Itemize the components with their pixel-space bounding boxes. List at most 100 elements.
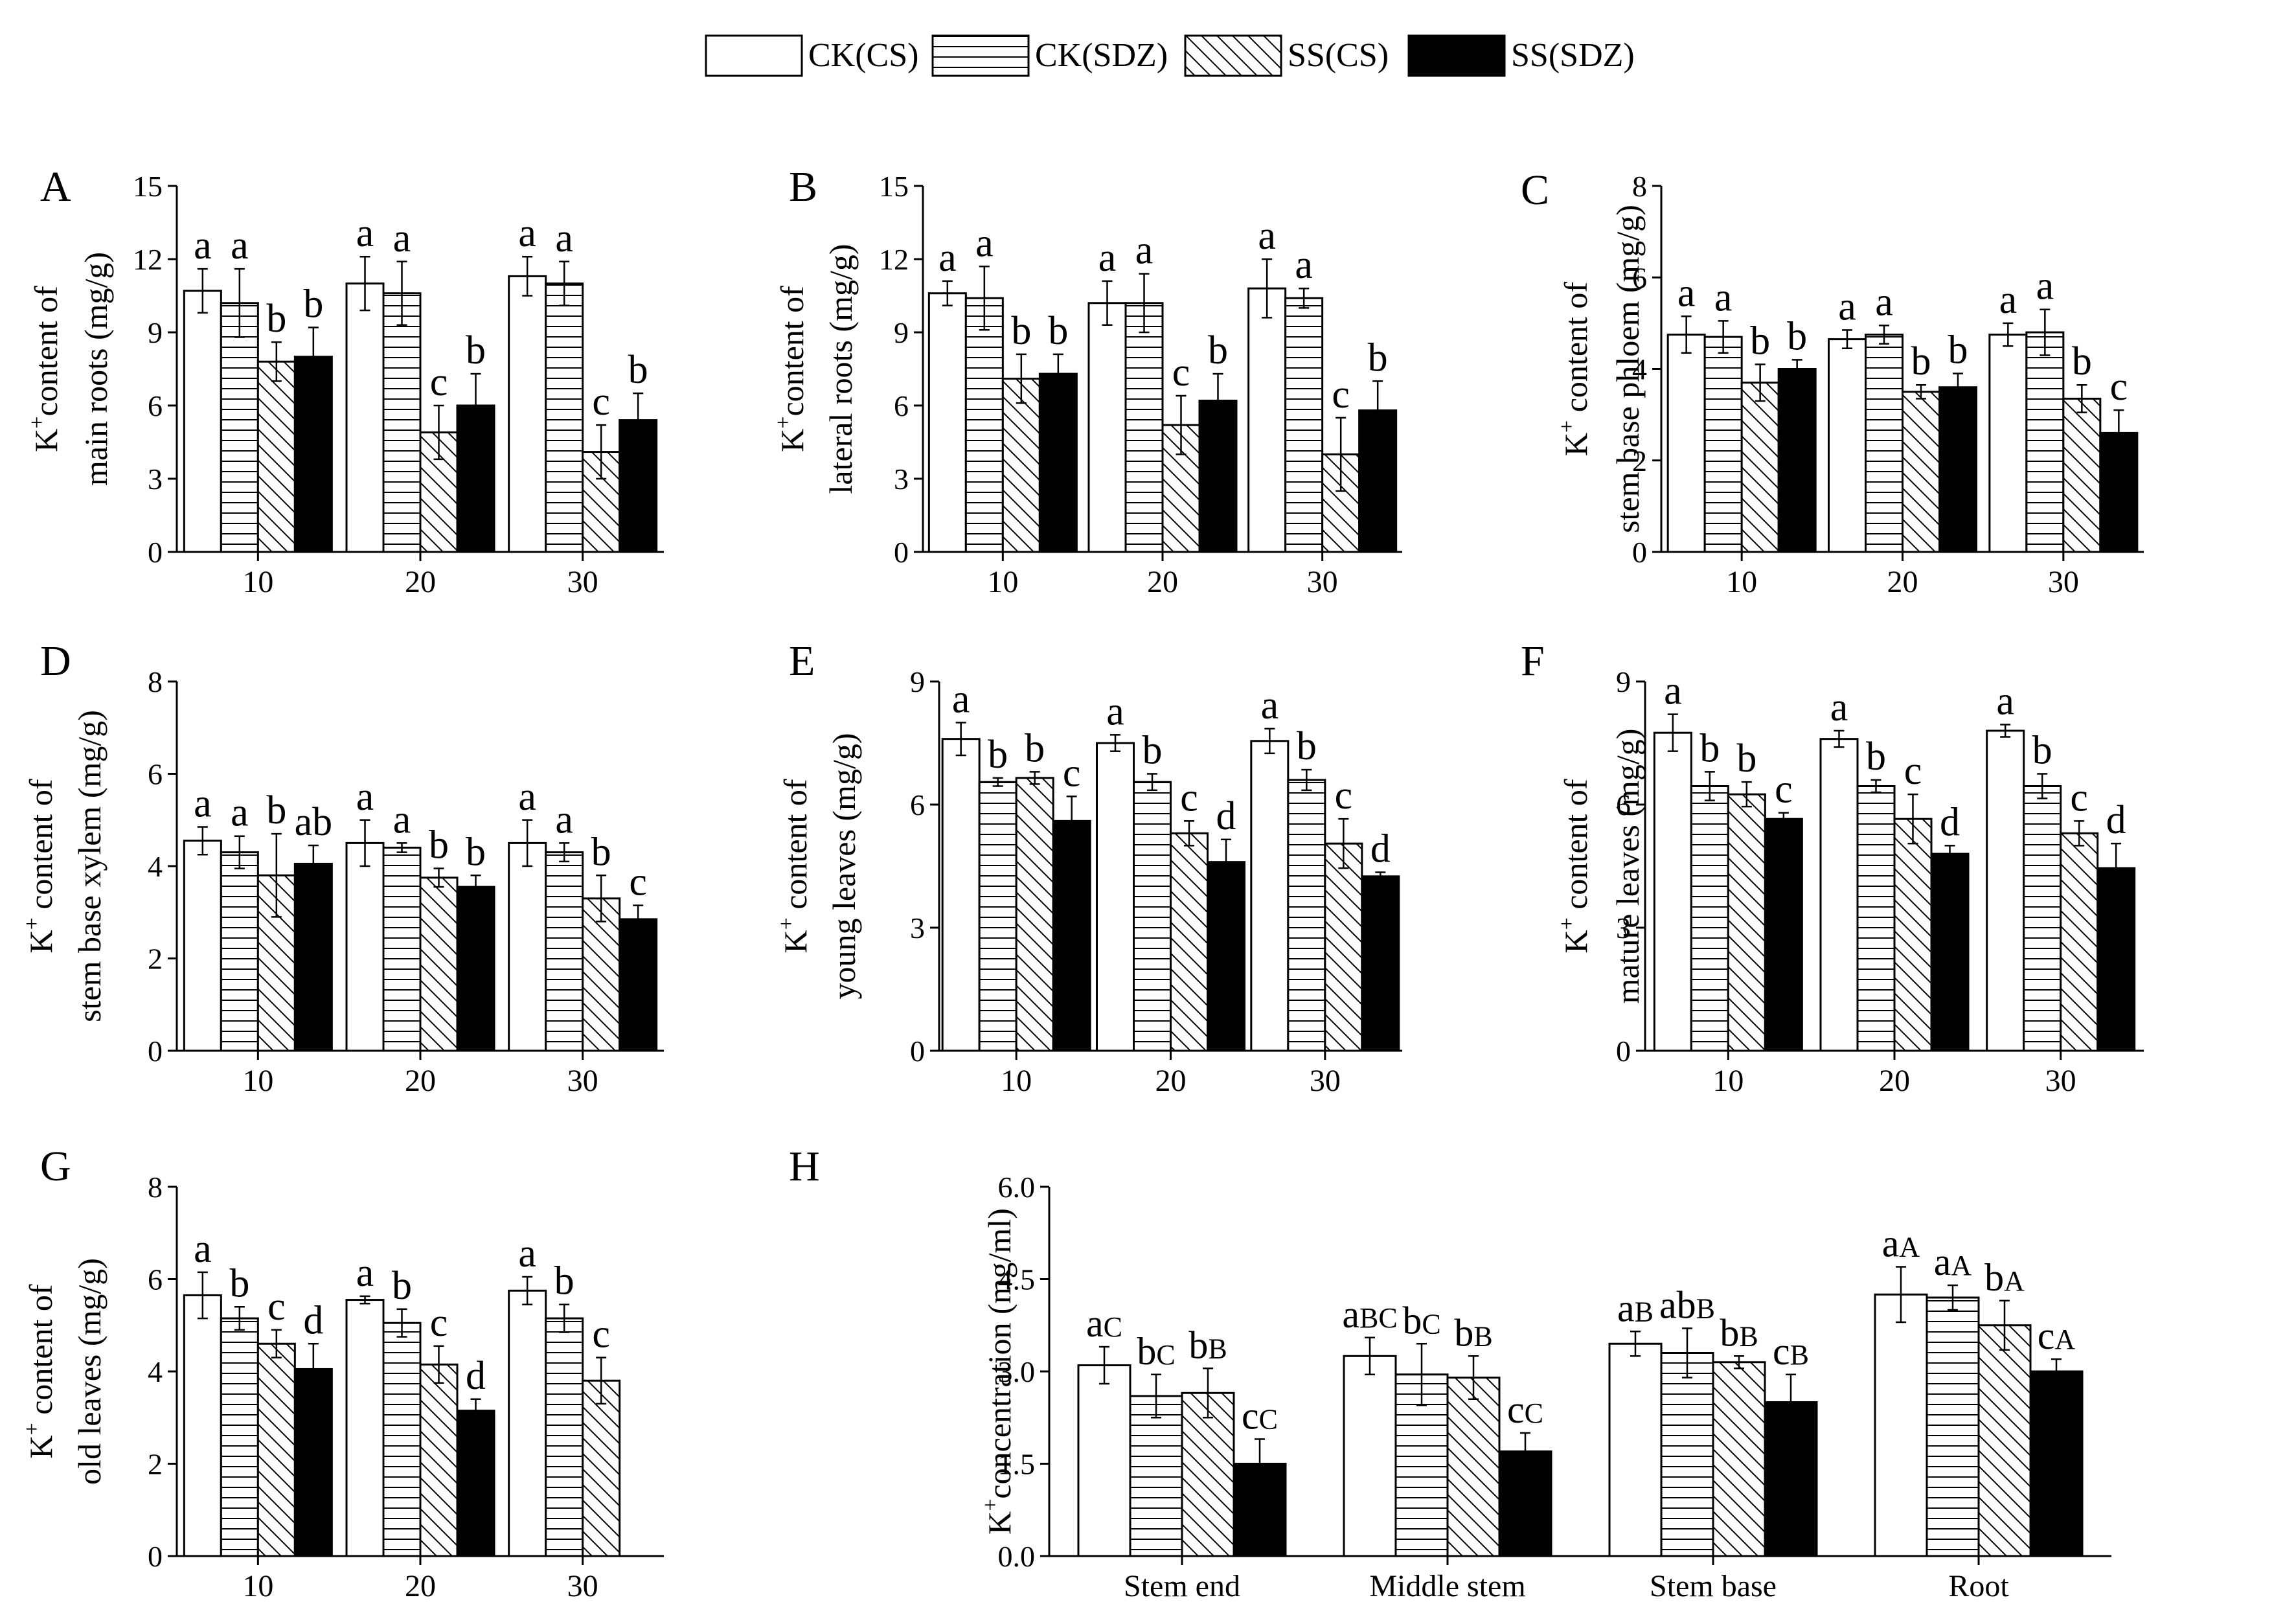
- significance-letter: a: [356, 775, 374, 819]
- legend: CK(CS) CK(SDZ) SS(CS) SS(SDZ): [705, 34, 1635, 77]
- x-tick-label: 30: [2048, 565, 2079, 599]
- error-bar: [559, 260, 570, 306]
- significance-letter: a: [194, 781, 212, 825]
- error-bar: [2051, 1358, 2062, 1385]
- y-tick-label: 8: [148, 665, 163, 698]
- y-tick-label: 9: [910, 665, 925, 698]
- error-bar: [1151, 1373, 1161, 1419]
- significance-letter: b: [1948, 328, 1968, 372]
- significance-letter: c: [629, 860, 647, 904]
- error-bar: [433, 404, 444, 461]
- error-bar: [633, 904, 644, 934]
- significance-letter: bB: [1720, 1311, 1758, 1354]
- y-tick-label: 15: [133, 170, 163, 203]
- significance-letter: bB: [1188, 1323, 1227, 1366]
- bar-ck-sdz: [978, 781, 1017, 1052]
- significance-letter: b: [1736, 737, 1756, 781]
- bar-ck-cs: [1666, 334, 1706, 553]
- error-bar: [271, 1329, 282, 1358]
- error-bar: [2074, 820, 2085, 847]
- bar-ck-cs: [1343, 1355, 1397, 1557]
- significance-letter: c: [1775, 768, 1793, 812]
- significance-letter: b: [466, 328, 486, 372]
- error-bar: [1786, 1373, 1796, 1431]
- bar-ss-sdz: [1930, 853, 1970, 1052]
- x-tick-label: 30: [567, 1064, 598, 1098]
- bar-ck-cs: [508, 842, 547, 1052]
- y-tick-label: 6: [1632, 261, 1647, 294]
- panel-letter: C: [1521, 166, 1549, 214]
- y-tick-label: 8: [148, 1171, 163, 1204]
- bar-ck-sdz: [220, 1317, 259, 1557]
- significance-letter: b: [1787, 314, 1807, 358]
- significance-letter: aB: [1617, 1287, 1654, 1329]
- significance-letter: a: [1098, 236, 1117, 280]
- significance-letter: d: [2106, 798, 2126, 842]
- significance-letter: a: [1996, 680, 2014, 724]
- bar-ss-cs: [2062, 397, 2102, 553]
- error-bar: [396, 842, 407, 853]
- significance-letter: c: [430, 1301, 448, 1345]
- error-bar: [234, 835, 245, 869]
- legend-label: SS(CS): [1288, 37, 1389, 74]
- y-tick-label: 0: [1616, 1035, 1631, 1068]
- significance-letter: a: [1830, 685, 1848, 729]
- significance-letter: b: [1750, 319, 1770, 363]
- significance-letter: b: [1011, 309, 1031, 353]
- y-tick-label: 3: [894, 463, 909, 496]
- significance-letter: bC: [1402, 1299, 1440, 1342]
- significance-letter: ab: [295, 800, 333, 844]
- x-tick-label: 20: [405, 1569, 436, 1603]
- error-bar: [1375, 871, 1386, 882]
- significance-letter: b: [988, 733, 1008, 777]
- significance-letter: b: [266, 297, 286, 341]
- legend-item-ss-cs: SS(CS): [1184, 34, 1389, 77]
- error-bar: [1778, 812, 1789, 826]
- bar-ck-cs: [1988, 334, 2028, 553]
- significance-letter: a: [231, 791, 249, 835]
- bar-ck-cs: [345, 282, 385, 553]
- y-tick-label: 6: [1616, 788, 1631, 821]
- error-bar: [1099, 1346, 1109, 1385]
- error-bar: [1255, 1438, 1265, 1489]
- bar-ss-cs: [1712, 1361, 1766, 1557]
- legend-item-ss-sdz: SS(SDZ): [1407, 34, 1635, 77]
- y-axis-label: old leaves (mg/g): [71, 1258, 108, 1485]
- y-tick-label: 6: [148, 1263, 163, 1296]
- bar-ck-cs: [1828, 338, 1867, 553]
- y-tick-label: 3.0: [998, 1355, 1036, 1388]
- error-bar: [1176, 395, 1187, 455]
- bar-ck-sdz: [545, 1317, 584, 1557]
- y-tick-label: 4: [148, 850, 163, 883]
- bar-ss-cs: [1181, 1392, 1235, 1557]
- error-bar: [1741, 781, 1752, 808]
- error-bar: [1520, 1432, 1530, 1471]
- y-tick-label: 3: [148, 463, 163, 496]
- significance-letter: a: [1677, 271, 1696, 315]
- error-bar: [559, 842, 570, 863]
- x-tick-label: Root: [1948, 1569, 2009, 1603]
- bar-ss-cs: [1324, 842, 1363, 1052]
- bar-ss-cs: [1015, 777, 1054, 1052]
- legend-swatch: [1184, 34, 1282, 77]
- y-tick-label: 2: [148, 943, 163, 976]
- bar-ss-cs: [1740, 382, 1780, 553]
- bar-ck-sdz: [1287, 779, 1326, 1052]
- significance-letter: c: [2110, 365, 2128, 409]
- error-bar: [955, 722, 966, 757]
- bar-ck-cs: [1608, 1342, 1663, 1557]
- error-bar: [979, 266, 990, 331]
- bar-ss-sdz: [1361, 875, 1400, 1052]
- error-bar: [942, 280, 953, 306]
- bar-ck-sdz: [2025, 331, 2065, 553]
- bar-ss-cs: [256, 360, 296, 553]
- error-bar: [596, 1357, 607, 1405]
- significance-letter: b: [392, 1264, 412, 1308]
- y-tick-label: 0: [148, 1540, 163, 1573]
- x-tick-label: Stem end: [1124, 1569, 1240, 1603]
- y-tick-label: 0: [894, 536, 909, 569]
- error-bar: [234, 268, 245, 338]
- significance-letter: bC: [1137, 1330, 1175, 1373]
- significance-letter: a: [2036, 264, 2054, 308]
- error-bar: [2076, 384, 2087, 413]
